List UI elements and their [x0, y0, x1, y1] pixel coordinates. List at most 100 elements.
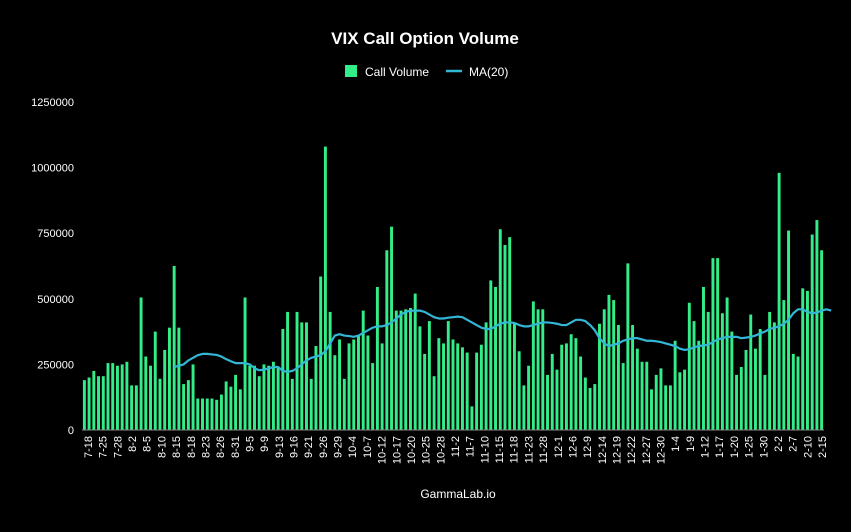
bar-call-volume [163, 349, 167, 430]
bar-call-volume [97, 376, 101, 430]
bar-call-volume [215, 399, 219, 430]
x-tick-label: 8-23 [200, 436, 212, 458]
bar-call-volume [777, 172, 781, 430]
bar-call-volume [153, 331, 157, 430]
bar-call-volume [763, 374, 767, 430]
bar-call-volume [687, 302, 691, 430]
bar-call-volume [470, 406, 474, 430]
bar-call-volume [418, 326, 422, 430]
bar-call-volume [309, 378, 313, 430]
x-tick-label: 11-18 [509, 436, 521, 463]
bar-call-volume [385, 250, 389, 430]
bar-call-volume [172, 266, 176, 430]
bar-call-volume [678, 372, 682, 430]
x-tick-label: 1-30 [758, 436, 770, 458]
bar-call-volume [735, 374, 739, 430]
x-tick-label: 7-28 [112, 436, 124, 458]
bar-call-volume [267, 365, 271, 430]
bar-call-volume [494, 286, 497, 430]
y-tick-label: 750000 [37, 228, 74, 240]
bar-call-volume [182, 384, 186, 430]
bar-call-volume [394, 310, 398, 430]
legend-label-call-volume: Call Volume [365, 65, 429, 79]
bar-call-volume [82, 380, 86, 430]
bar-call-volume [257, 376, 261, 430]
bar-call-volume [347, 343, 351, 430]
bar-call-volume [754, 348, 757, 430]
legend: Call Volume MA(20) [345, 65, 508, 79]
bar-call-volume [749, 314, 753, 430]
bar-call-volume [626, 263, 630, 430]
bar-call-volume [115, 365, 119, 430]
bar-call-volume [253, 365, 256, 430]
x-tick-label: 8-10 [156, 436, 168, 458]
bar-call-volume [692, 321, 696, 430]
bar-call-volume [380, 343, 384, 430]
bar-call-volume [238, 389, 242, 430]
bar-call-volume [357, 335, 360, 430]
x-tick-label: 8-5 [142, 436, 154, 452]
bar-call-volume [598, 323, 601, 430]
x-tick-label: 1-12 [700, 436, 712, 458]
x-tick-label: 9-13 [274, 436, 286, 458]
y-tick-label: 0 [68, 425, 74, 437]
legend-swatch-call-volume [345, 65, 357, 77]
x-tick-label: 2-2 [773, 436, 785, 452]
bar-call-volume [550, 353, 554, 430]
bar-call-volume [139, 297, 143, 430]
x-tick-label: 8-18 [186, 436, 198, 458]
bar-call-volume [281, 328, 285, 430]
x-tick-label: 8-31 [230, 436, 242, 458]
bar-call-volume [432, 376, 436, 430]
x-tick-label: 10-17 [391, 436, 403, 464]
bar-call-volume [541, 309, 545, 430]
x-tick-label: 11-23 [523, 436, 535, 463]
bar-call-volume [758, 328, 762, 430]
y-tick-label: 250000 [37, 359, 74, 371]
bar-call-volume [409, 307, 412, 430]
bar-call-volume [460, 347, 464, 430]
bar-call-volume [451, 339, 455, 430]
bar-call-volume [186, 380, 190, 430]
bar-call-volume [683, 369, 687, 430]
x-tick-label: 11-10 [479, 436, 491, 463]
bar-call-volume [640, 361, 644, 430]
x-tick-label: 10-12 [377, 436, 389, 464]
x-tick-label: 7-25 [98, 436, 110, 458]
bar-call-volume [612, 300, 616, 430]
x-tick-label: 1-20 [729, 436, 741, 458]
bar-call-volume [536, 309, 540, 430]
bar-call-volume [801, 288, 805, 430]
bar-call-volume [479, 344, 483, 430]
bar-call-volume [456, 343, 460, 430]
bar-call-volume [342, 378, 346, 430]
x-tick-label: 12-9 [582, 436, 594, 458]
bar-call-volume [101, 376, 105, 430]
y-tick-label: 1250000 [31, 97, 74, 109]
legend-label-ma20: MA(20) [469, 65, 508, 79]
bar-call-volume [607, 294, 611, 430]
bar-call-volume [659, 368, 663, 430]
bar-call-volume [508, 237, 512, 430]
bar-call-volume [810, 234, 814, 430]
bar-call-volume [295, 311, 299, 430]
bar-call-volume [111, 363, 115, 430]
x-tick-label: 12-14 [597, 436, 609, 464]
bar-call-volume [361, 310, 365, 430]
bar-call-volume [191, 364, 195, 430]
bar-call-volume [583, 377, 587, 430]
x-tick-label: 1-4 [670, 436, 682, 452]
x-tick-label: 11-15 [494, 436, 506, 463]
bar-call-volume [512, 323, 516, 430]
bars-series-call-volume [82, 146, 824, 431]
bar-call-volume [720, 313, 724, 430]
bar-call-volume [201, 398, 204, 430]
bar-call-volume [522, 385, 526, 430]
bar-call-volume [125, 361, 129, 430]
line-ma20 [173, 308, 832, 373]
bar-call-volume [205, 398, 209, 430]
bar-call-volume [744, 349, 748, 430]
bar-call-volume [475, 352, 479, 430]
bar-call-volume [134, 385, 138, 430]
